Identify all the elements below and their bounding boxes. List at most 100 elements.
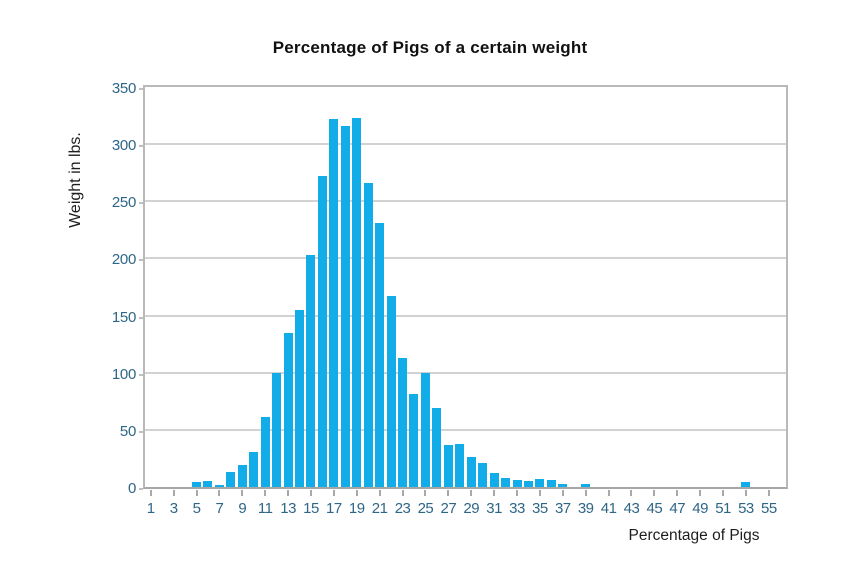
bar [329, 119, 339, 487]
x-tick-mark [355, 490, 358, 496]
x-tick-mark [309, 490, 312, 496]
x-tick-label: 51 [715, 500, 731, 517]
bar [489, 473, 499, 487]
bar [237, 465, 247, 487]
x-tick-mark [264, 490, 267, 496]
x-axis-title: Percentage of Pigs [628, 527, 760, 544]
bar [295, 309, 305, 487]
bar [192, 482, 201, 487]
x-tick-label: 23 [394, 500, 411, 517]
x-tick-label: 37 [554, 500, 571, 517]
chart-title: Percentage of Pigs of a certain weight [272, 38, 588, 57]
bar [420, 372, 430, 487]
x-tick-mark [195, 490, 198, 496]
x-tick-label: 5 [192, 500, 201, 517]
y-axis-title: Weight in lbs. [67, 132, 84, 228]
x-tick-mark [607, 490, 610, 496]
gridline [145, 314, 786, 317]
x-tick-label: 7 [215, 500, 224, 517]
y-tick-mark [139, 430, 143, 433]
y-tick-mark [139, 316, 143, 319]
bar [546, 480, 556, 487]
bar [432, 408, 442, 487]
bar [306, 255, 316, 487]
x-tick-label: 41 [600, 500, 617, 517]
x-tick-mark [699, 490, 702, 496]
x-tick-mark [493, 490, 496, 496]
bar [523, 481, 533, 487]
bar [272, 372, 282, 487]
bar [340, 125, 350, 487]
x-tick-label: 35 [532, 500, 548, 517]
y-tick-label: 300 [111, 137, 136, 155]
x-tick-label: 43 [623, 500, 640, 517]
bar [512, 480, 522, 487]
x-tick-label: 19 [348, 500, 365, 517]
gridline [145, 428, 786, 431]
x-tick-mark [722, 490, 725, 496]
x-tick-label: 33 [509, 500, 525, 517]
x-tick-label: 17 [326, 500, 342, 517]
y-tick-label: 0 [127, 480, 136, 497]
x-tick-label: 11 [257, 500, 273, 517]
x-tick-mark [241, 490, 244, 496]
y-tick-mark [139, 145, 143, 148]
x-tick-mark [653, 490, 656, 496]
x-tick-mark [287, 490, 290, 496]
y-tick-label: 200 [111, 251, 136, 269]
bar [226, 472, 236, 487]
x-tick-mark [172, 490, 175, 496]
x-tick-mark [676, 490, 679, 496]
bar [386, 296, 396, 487]
gridline [145, 200, 786, 203]
x-tick-mark [149, 490, 152, 496]
x-tick-label: 3 [169, 500, 178, 517]
gridline [145, 257, 786, 260]
bar [363, 183, 373, 487]
x-tick-label: 55 [760, 500, 777, 517]
y-tick-mark [139, 202, 143, 205]
x-tick-mark [378, 490, 381, 496]
x-tick-mark [447, 490, 450, 496]
bar [249, 451, 259, 487]
bar [478, 463, 488, 487]
x-tick-mark [744, 490, 747, 496]
bar [501, 477, 511, 487]
x-tick-label: 39 [577, 500, 594, 517]
x-tick-mark [332, 490, 335, 496]
bar [203, 481, 213, 487]
x-tick-label: 47 [669, 500, 686, 517]
x-tick-label: 9 [238, 500, 247, 517]
bar [283, 332, 293, 487]
y-tick-mark [139, 488, 143, 490]
y-tick-label: 250 [111, 194, 136, 212]
x-tick-mark [561, 490, 564, 496]
x-tick-label: 21 [371, 500, 388, 517]
x-tick-mark [470, 490, 473, 496]
bar [558, 483, 568, 487]
x-tick-mark [538, 490, 541, 496]
bar [352, 117, 362, 487]
x-tick-label: 45 [646, 500, 663, 517]
y-tick-label: 100 [111, 365, 136, 383]
bar [398, 357, 408, 487]
y-tick-mark [139, 88, 143, 90]
x-tick-label: 31 [486, 500, 502, 517]
x-tick-mark [630, 490, 633, 496]
x-tick-mark [516, 490, 518, 496]
gridline [145, 143, 786, 146]
x-tick-mark [218, 490, 221, 496]
bar [317, 176, 327, 487]
y-tick-label: 150 [111, 308, 136, 326]
bar [375, 223, 385, 487]
bar [214, 484, 224, 487]
x-tick-label: 13 [280, 500, 296, 517]
y-tick-label: 50 [119, 422, 136, 440]
x-tick-mark [584, 490, 587, 496]
x-tick-label: 27 [440, 500, 457, 517]
y-tick-mark [139, 259, 143, 262]
bar [535, 479, 545, 487]
bar [581, 483, 591, 487]
x-tick-label: 53 [738, 500, 754, 517]
